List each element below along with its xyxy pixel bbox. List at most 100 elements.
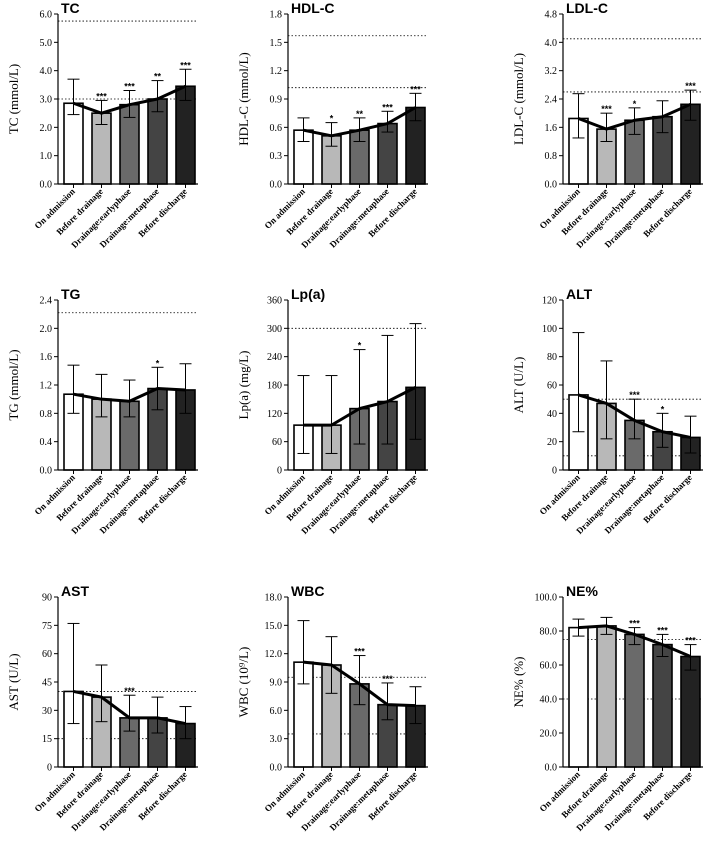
significance-label: *** — [685, 636, 696, 646]
y-axis-label: NE% (%) — [511, 657, 526, 708]
significance-label: * — [156, 358, 160, 368]
y-tick-label: 0.8 — [545, 151, 558, 162]
significance-label: *** — [124, 686, 135, 696]
y-tick-label: 0 — [47, 763, 52, 774]
y-tick-label: 6.0 — [40, 10, 53, 21]
y-tick-label: 2.4 — [545, 95, 558, 106]
x-tick-label: Before discharge — [136, 186, 189, 239]
y-tick-label: 45 — [42, 678, 52, 689]
significance-label: *** — [382, 102, 393, 112]
significance-label: ** — [154, 72, 162, 82]
x-tick-label: Before discharge — [136, 472, 189, 525]
x-tick-label: Before discharge — [641, 472, 694, 525]
chart-title: ALT — [566, 286, 593, 302]
y-tick-label: 90 — [42, 593, 52, 604]
x-tick-label: Before discharge — [136, 769, 189, 822]
x-tick-label: Before discharge — [641, 769, 694, 822]
significance-label: *** — [629, 390, 640, 400]
y-tick-label: 15.0 — [265, 621, 283, 632]
y-axis-label: TC (mmol/L) — [6, 64, 21, 134]
chart-title: LDL-C — [566, 0, 608, 16]
bar — [680, 655, 701, 768]
panel-tc: ***********0.01.02.03.04.05.06.0On admis… — [6, 0, 198, 250]
y-axis-label: AST (U/L) — [6, 653, 21, 710]
y-tick-label: 80.0 — [540, 627, 558, 638]
y-tick-label: 60 — [42, 649, 52, 660]
y-tick-label: 4.8 — [545, 10, 558, 21]
panel-ldl-c: *******0.00.81.62.43.24.04.8On admission… — [511, 0, 703, 250]
trend-line — [73, 387, 186, 403]
y-tick-label: 40 — [547, 409, 557, 420]
y-tick-label: 60 — [547, 381, 557, 392]
significance-label: *** — [96, 91, 107, 101]
y-tick-label: 15 — [42, 734, 52, 745]
chart-title: NE% — [566, 583, 598, 599]
y-tick-label: 12.0 — [265, 649, 283, 660]
y-tick-label: 0.0 — [545, 763, 558, 774]
y-tick-label: 4.0 — [545, 38, 558, 49]
significance-label: * — [330, 114, 334, 124]
y-tick-label: 30 — [42, 706, 52, 717]
significance-label: *** — [410, 84, 421, 94]
panel-wbc: ******0.03.06.09.012.015.018.0On admissi… — [236, 583, 428, 833]
y-tick-label: 1.0 — [40, 151, 53, 162]
significance-label: *** — [657, 625, 668, 635]
y-tick-label: 2.0 — [40, 123, 53, 134]
significance-label: *** — [124, 82, 135, 92]
chart-title: WBC — [291, 583, 324, 599]
significance-label: * — [633, 99, 637, 109]
y-tick-label: 5.0 — [40, 38, 53, 49]
y-tick-label: 1.6 — [40, 352, 53, 363]
y-axis-label: HDL-C (mmol/L) — [236, 52, 251, 146]
y-tick-label: 100.0 — [535, 593, 558, 604]
y-tick-label: 80 — [547, 352, 557, 363]
x-tick-label: Before discharge — [366, 186, 419, 239]
y-tick-label: 0 — [277, 466, 282, 477]
y-tick-label: 1.2 — [40, 381, 53, 392]
y-tick-label: 0.0 — [40, 180, 53, 191]
y-tick-label: 3.2 — [545, 66, 558, 77]
x-tick-label: Before discharge — [366, 472, 419, 525]
y-tick-label: 18.0 — [265, 593, 283, 604]
y-axis-label: WBC (10⁹/L) — [236, 647, 251, 718]
y-tick-label: 0.6 — [270, 123, 283, 134]
y-tick-label: 0.3 — [270, 151, 283, 162]
chart-title: HDL-C — [291, 0, 335, 16]
y-axis-label: TG (mmol/L) — [6, 349, 21, 420]
y-tick-label: 100 — [542, 324, 557, 335]
y-tick-label: 120 — [542, 296, 557, 307]
y-tick-label: 240 — [267, 352, 282, 363]
y-tick-label: 2.0 — [40, 324, 53, 335]
bar — [596, 625, 617, 768]
y-tick-label: 1.8 — [270, 10, 283, 21]
chart-title: AST — [61, 583, 89, 599]
trend-line — [578, 624, 692, 658]
y-tick-label: 0.0 — [270, 180, 283, 191]
y-tick-label: 1.2 — [270, 66, 283, 77]
y-tick-label: 0.4 — [40, 437, 53, 448]
bar — [624, 633, 645, 768]
bar — [652, 643, 673, 768]
y-tick-label: 0.0 — [545, 180, 558, 191]
y-tick-label: 40.0 — [540, 695, 558, 706]
y-tick-label: 0.9 — [270, 95, 283, 106]
x-tick-label: Before discharge — [641, 186, 694, 239]
y-tick-label: 20 — [547, 437, 557, 448]
trend-line — [73, 689, 186, 726]
y-tick-label: 1.5 — [270, 38, 283, 49]
y-tick-label: 180 — [267, 381, 282, 392]
y-tick-label: 120 — [267, 409, 282, 420]
significance-label: *** — [685, 81, 696, 91]
chart-title: TC — [61, 0, 80, 16]
y-tick-label: 6.0 — [270, 706, 283, 717]
y-tick-label: 0 — [552, 466, 557, 477]
y-tick-label: 9.0 — [270, 678, 283, 689]
y-tick-label: 3.0 — [40, 95, 53, 106]
trend-line — [578, 393, 691, 439]
x-tick-label: Before discharge — [366, 769, 419, 822]
trend-line — [72, 84, 187, 115]
y-tick-label: 0.0 — [40, 466, 53, 477]
y-tick-label: 20.0 — [540, 729, 558, 740]
